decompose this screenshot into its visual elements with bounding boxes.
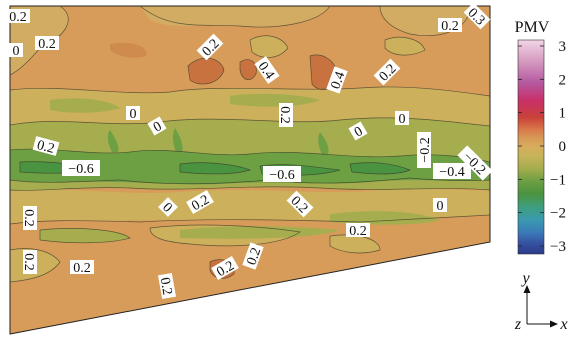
colorbar: PMV 3 2 1 0 −1 −2 −3 xyxy=(515,19,566,255)
colorbar-gradient xyxy=(517,39,545,255)
svg-text:0.4: 0.4 xyxy=(328,70,348,92)
colorbar-tick-label: 1 xyxy=(559,106,567,122)
contour-label: 0.2 xyxy=(6,9,30,25)
contour-label: 0.4 xyxy=(326,66,348,94)
contour-label: 0.2 xyxy=(21,206,37,230)
contour-label: 0.2 xyxy=(242,242,264,270)
colorbar-tick-label: 2 xyxy=(559,72,567,88)
svg-text:−0.6: −0.6 xyxy=(68,162,93,177)
contour-label: 0 xyxy=(433,198,447,214)
contour-labels: 0.2 0.2 0 0.2 0.4 0.4 0.2 0.3 0.2 0 xyxy=(6,2,493,300)
colorbar-tick-label: −1 xyxy=(550,172,566,188)
contour-label: 0 xyxy=(126,106,140,122)
contour-label: 0 xyxy=(147,116,167,136)
svg-text:0.2: 0.2 xyxy=(73,261,91,276)
colorbar-ticks: 3 2 1 0 −1 −2 −3 xyxy=(518,39,566,255)
contour-label: 0.2 xyxy=(35,36,59,52)
svg-text:0.2: 0.2 xyxy=(157,276,175,296)
svg-text:0.2: 0.2 xyxy=(244,246,264,268)
svg-text:0.2: 0.2 xyxy=(21,209,36,227)
svg-text:0: 0 xyxy=(437,199,444,214)
axis-triad: y z x xyxy=(514,270,568,333)
contour-label: 0 xyxy=(9,43,23,59)
contour-label: −0.6 xyxy=(62,160,100,177)
arrow-up-icon xyxy=(523,285,531,293)
arrow-right-icon xyxy=(550,320,558,328)
svg-text:0.2: 0.2 xyxy=(21,253,36,271)
svg-text:0: 0 xyxy=(13,44,20,59)
colorbar-title: PMV xyxy=(515,19,550,36)
svg-text:−0.4: −0.4 xyxy=(439,165,464,180)
contour-label: −0.6 xyxy=(263,166,301,183)
domain-border xyxy=(9,5,491,335)
contour-label: 0.2 xyxy=(346,223,370,239)
contour-label: 0.2 xyxy=(21,250,37,274)
contour-label: 0.2 xyxy=(438,18,462,34)
svg-text:0.2: 0.2 xyxy=(277,106,292,124)
svg-text:0.2: 0.2 xyxy=(349,224,367,239)
svg-text:−0.2: −0.2 xyxy=(418,137,433,162)
contour-label: 0.2 xyxy=(32,136,60,157)
contour-label: −0.2 xyxy=(457,145,493,181)
svg-text:0.2: 0.2 xyxy=(441,19,459,34)
contour-label: 0.2 xyxy=(157,272,176,300)
colorbar-tick-label: 3 xyxy=(559,39,567,55)
svg-text:0.2: 0.2 xyxy=(9,10,27,25)
svg-text:0: 0 xyxy=(399,112,406,127)
contour-label: 0.2 xyxy=(70,260,94,276)
svg-text:0: 0 xyxy=(130,107,137,122)
contour-label: −0.2 xyxy=(417,132,433,168)
contour-label: 0 xyxy=(348,121,368,141)
axis-y-label: y xyxy=(520,270,530,287)
svg-text:0.2: 0.2 xyxy=(35,138,56,157)
contour-label: 0.2 xyxy=(277,103,293,127)
svg-text:0.2: 0.2 xyxy=(38,37,56,52)
contour-label: 0 xyxy=(395,111,409,127)
axis-x-label: x xyxy=(559,316,567,333)
contour-label: −0.4 xyxy=(433,163,471,180)
colorbar-tick-label: −3 xyxy=(550,239,566,255)
colorbar-tick-label: 0 xyxy=(559,139,567,155)
svg-text:−0.6: −0.6 xyxy=(269,168,294,183)
colorbar-tick-label: −2 xyxy=(550,206,566,222)
axis-z-label: z xyxy=(514,316,522,333)
